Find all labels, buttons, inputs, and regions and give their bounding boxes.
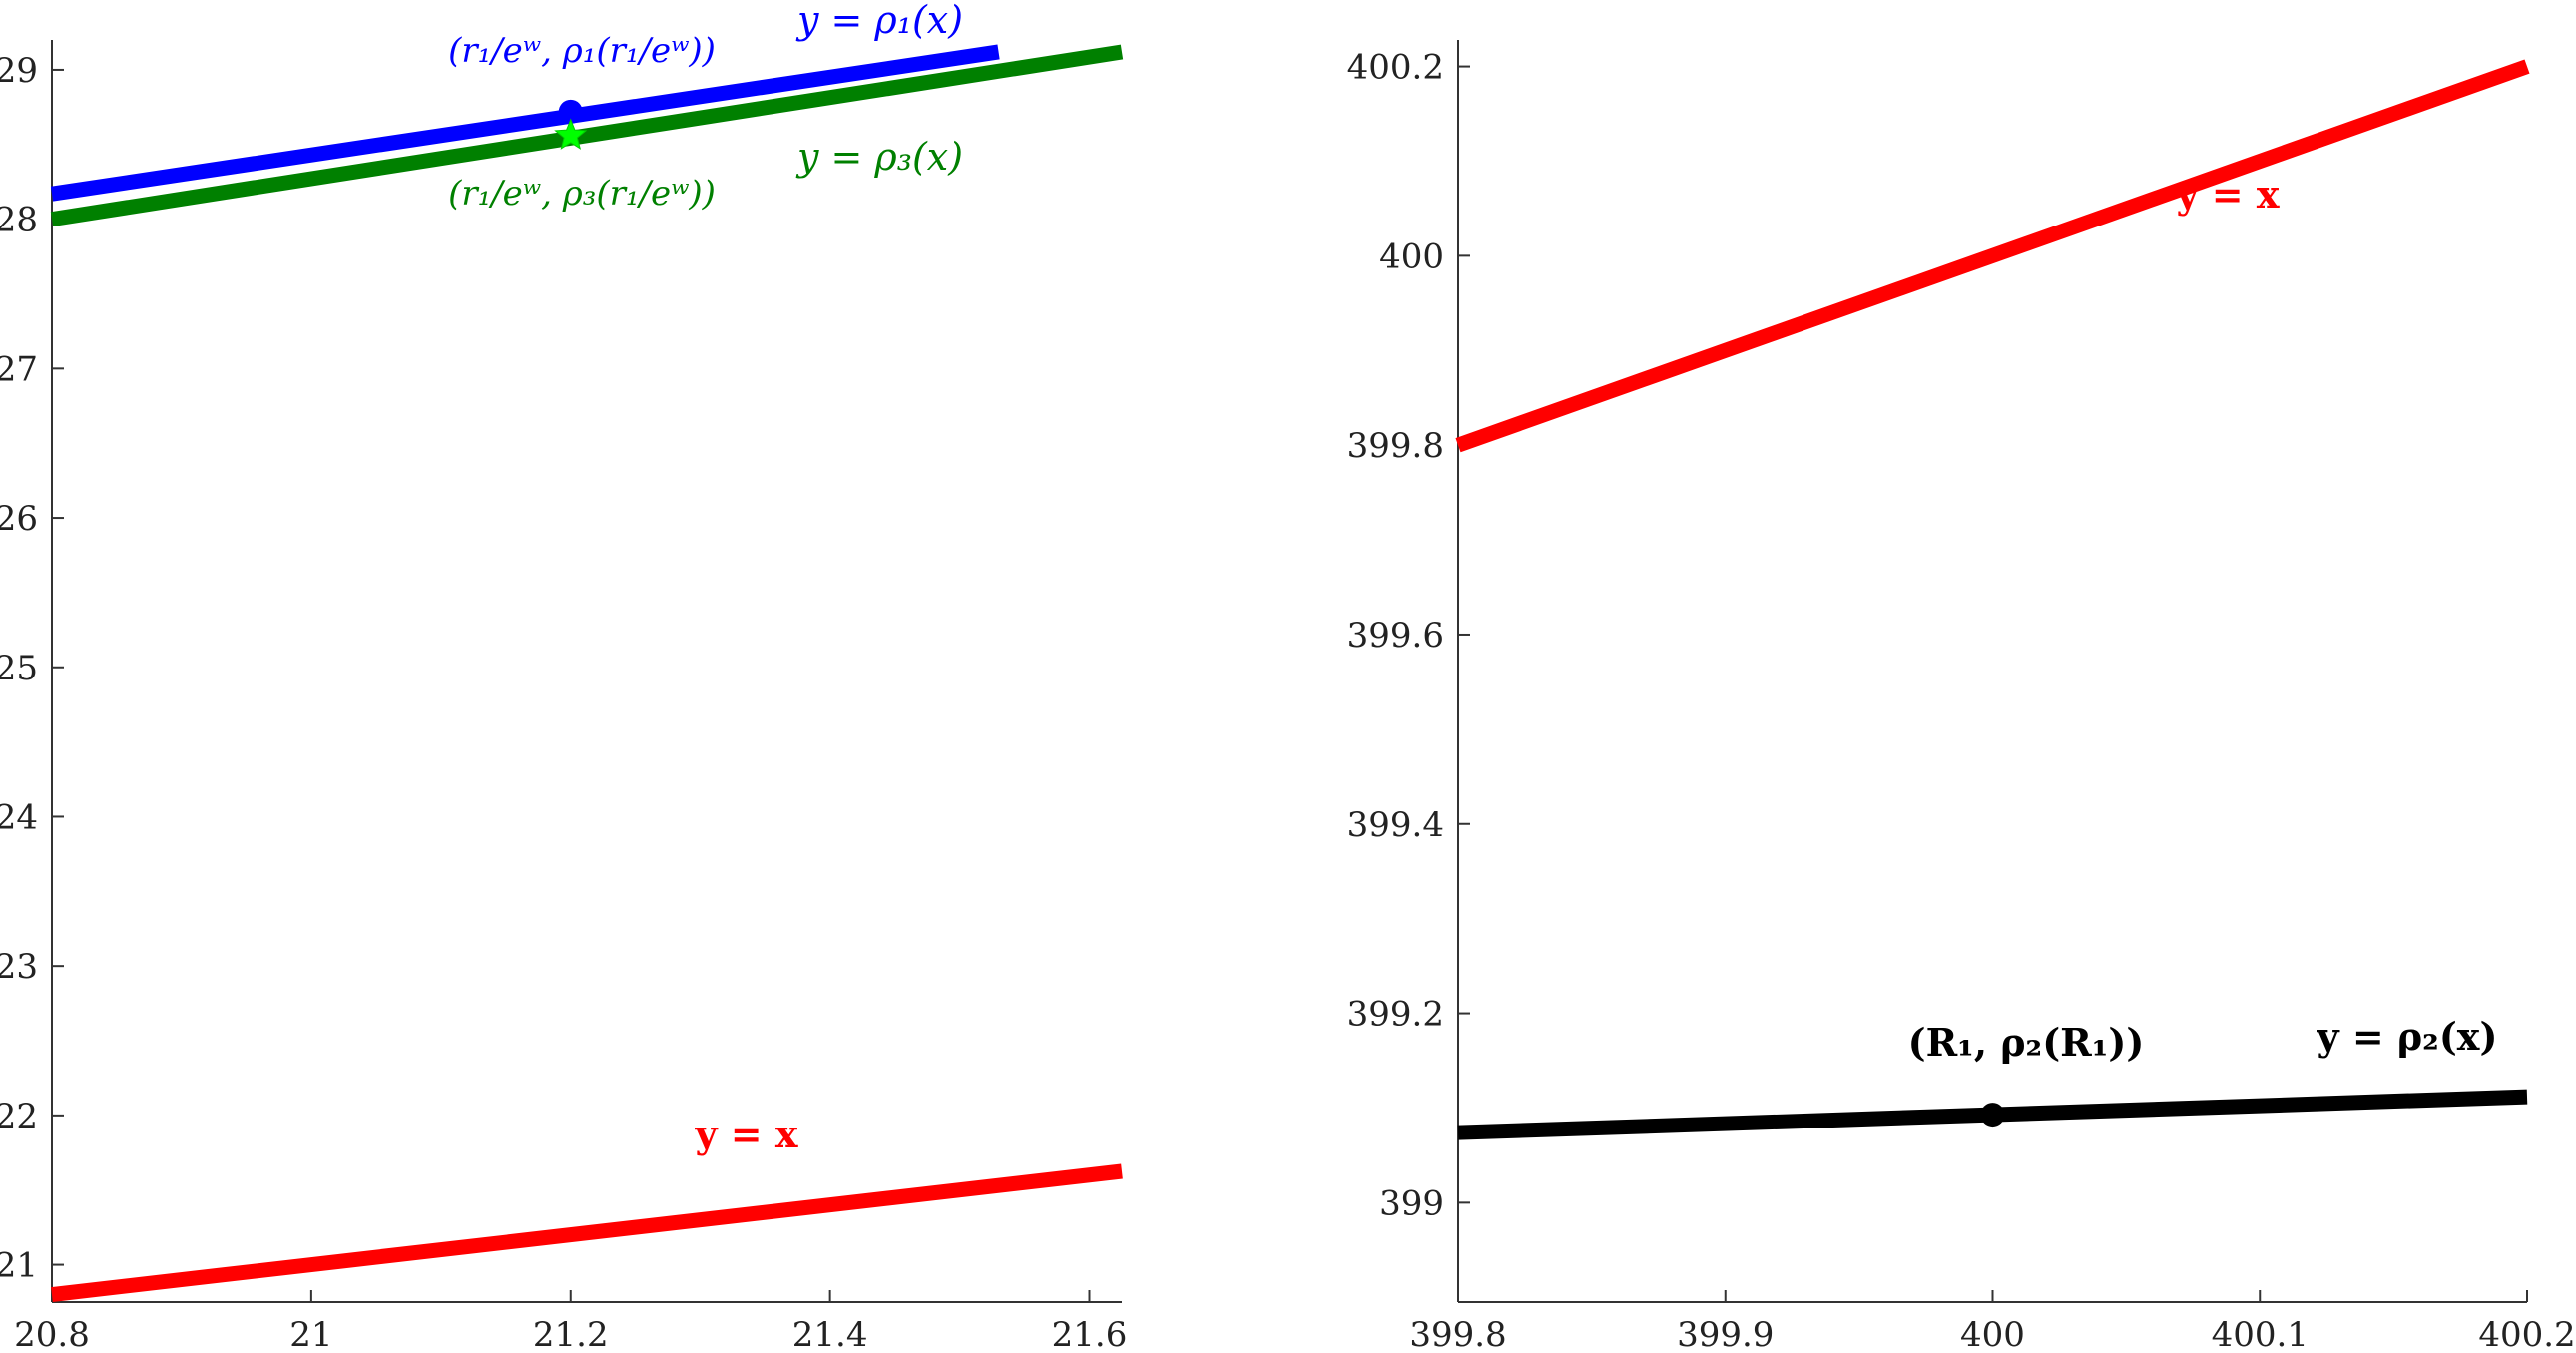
rho3-line-label: y = ρ₃(x)	[795, 135, 963, 179]
right-y-tick-label: 400	[1379, 236, 1444, 276]
right-y-tick-label: 399.8	[1347, 426, 1444, 466]
left-x-tick-label: 21.4	[792, 1315, 868, 1353]
left-point-marker-0	[558, 99, 583, 124]
left-y-tick-label: 26	[0, 499, 38, 539]
right-x-tick-label: 400	[1960, 1315, 2025, 1353]
left-y-tick-label: 28	[0, 201, 38, 240]
right-y-tick-label: 399.4	[1347, 805, 1444, 845]
rho2-line-label: y = ρ₂(x)	[2317, 1014, 2498, 1059]
left-panel-annotations: y = ρ₁(x) (r₁/eʷ, ρ₁(r₁/eʷ)) (r₁/eʷ, ρ₃(…	[448, 0, 963, 1156]
right-x-tick-label: 400.2	[2478, 1315, 2575, 1353]
left-series-line-1	[50, 44, 1124, 227]
left-y-tick-label: 23	[0, 947, 38, 987]
left-x-tick-label: 20.8	[14, 1315, 90, 1353]
right-y-tick-label: 399.6	[1347, 616, 1444, 656]
left-star-marker-1	[554, 118, 588, 150]
left-y-tick-label: 29	[0, 51, 38, 91]
right-y-tick-label: 399	[1379, 1183, 1444, 1223]
left-y-tick-label: 24	[0, 797, 38, 837]
left-y-tick-label: 25	[0, 649, 38, 688]
rho1-line-label: y = ρ₁(x)	[795, 0, 963, 42]
left-panel: 20.8 21 21.2 21.4 21.6 21 22 23 24 25 26 27 28 29	[0, 40, 1127, 1353]
left-y-tick-label: 21	[0, 1246, 38, 1286]
right-y-tick-label: 400.2	[1347, 48, 1444, 88]
R1-point-label: (R₁, ρ₂(R₁))	[1908, 1020, 2145, 1065]
right-panel-annotations: y = x (R₁, ρ₂(R₁)) y = ρ₂(x)	[1908, 172, 2498, 1065]
left-series-line-2	[51, 1163, 1123, 1302]
right-x-tick-label: 399.8	[1409, 1315, 1506, 1353]
rho3-point-label: (r₁/eʷ, ρ₃(r₁/eʷ))	[448, 174, 716, 214]
right-x-tick-label: 399.9	[1677, 1315, 1774, 1353]
right-y-tick-label: 399.2	[1347, 995, 1444, 1035]
right-point-marker-0	[1980, 1103, 2005, 1128]
left-x-tick-label: 21.6	[1052, 1315, 1128, 1353]
right-identity-line-label: y = x	[2175, 172, 2279, 217]
left-x-tick-label: 21.2	[533, 1315, 609, 1353]
right-series-line-0	[1455, 59, 2530, 453]
left-series-line-0	[50, 44, 1000, 202]
left-y-tick-label: 22	[0, 1097, 38, 1136]
right-panel: 399.8 399.9 400 400.1 400.2 399 399.2 399.4 399.…	[1347, 40, 2576, 1353]
right-x-tick-label: 400.1	[2212, 1315, 2309, 1353]
left-identity-line-label: y = x	[694, 1112, 797, 1156]
left-x-tick-label: 21	[289, 1315, 332, 1353]
left-y-tick-label: 27	[0, 349, 38, 389]
rho1-point-label: (r₁/eʷ, ρ₁(r₁/eʷ))	[448, 31, 716, 71]
